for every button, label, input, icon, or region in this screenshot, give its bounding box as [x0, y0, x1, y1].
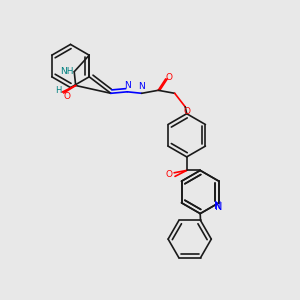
Text: O: O: [165, 170, 172, 179]
Text: O: O: [166, 73, 173, 82]
Text: N: N: [214, 201, 221, 211]
Text: N: N: [138, 82, 145, 91]
Text: O: O: [183, 107, 190, 116]
Text: H: H: [55, 86, 61, 95]
Text: N: N: [215, 202, 223, 212]
Text: NH: NH: [60, 67, 74, 76]
Text: N: N: [124, 81, 131, 90]
Text: O: O: [64, 92, 71, 101]
